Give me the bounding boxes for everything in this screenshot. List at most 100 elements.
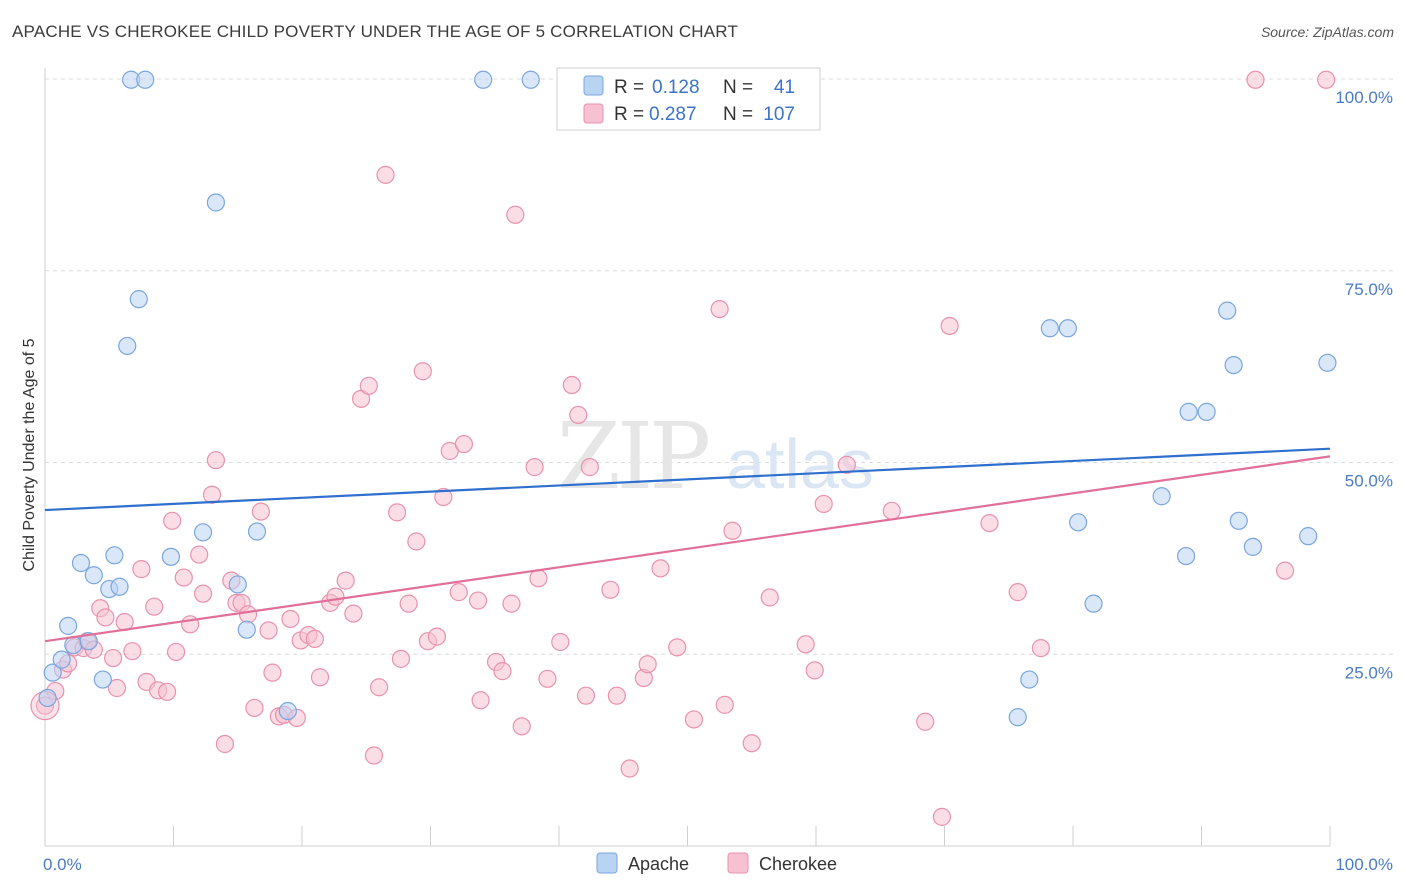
apache-point-11 — [110, 577, 129, 596]
apache-point-6 — [79, 632, 98, 651]
cherokee-point-24 — [193, 584, 213, 603]
apache-point-8 — [93, 670, 112, 689]
cherokee-point-90 — [742, 734, 761, 753]
cherokee-point-68 — [502, 594, 521, 613]
apache-point-38 — [1243, 537, 1263, 556]
apache-point-15 — [136, 70, 155, 89]
cherokee-point-50 — [364, 746, 384, 765]
apache-point-39 — [1299, 527, 1318, 546]
bottom-legend-cherokee: Cherokee — [759, 854, 837, 874]
cherokee-point-18 — [157, 682, 177, 701]
cherokee-point-25 — [202, 485, 222, 504]
tick-labels: 25.0% 50.0% 75.0% 100.0% 0.0% 100.0% — [43, 88, 1393, 874]
legend-n-value-apache: 41 — [774, 77, 795, 98]
cherokee-point-79 — [601, 580, 620, 599]
apache-point-14 — [129, 290, 148, 309]
apache-point-3 — [59, 616, 78, 635]
cherokee-point-94 — [805, 661, 824, 680]
cherokee-point-62 — [449, 583, 468, 602]
apache-point-5 — [71, 553, 91, 573]
cherokee-point-93 — [796, 635, 815, 654]
cherokee-point-78 — [580, 458, 599, 477]
legend-r-value-cherokee: 0.287 — [649, 104, 697, 125]
cherokee-point-23 — [190, 545, 209, 564]
cherokee-point-105 — [1275, 561, 1295, 580]
apache-point-27 — [1040, 319, 1059, 338]
cherokee-point-72 — [529, 569, 548, 588]
cherokee-point-64 — [468, 591, 488, 610]
y-tick-label-0: 25.0% — [1345, 663, 1393, 682]
cherokee-point-55 — [399, 594, 418, 613]
cherokee-point-81 — [620, 759, 639, 778]
cherokee-point-80 — [607, 686, 626, 705]
apache-point-30 — [1084, 594, 1103, 613]
cherokee-point-104 — [1246, 70, 1265, 89]
cherokee-point-77 — [576, 686, 596, 705]
cherokee-point-87 — [710, 300, 729, 319]
axes — [44, 68, 1331, 847]
bottom-swatch-cherokee — [727, 852, 749, 874]
trend-lines — [44, 447, 1331, 643]
apache-point-23 — [474, 70, 493, 89]
cherokee-point-20 — [166, 642, 186, 662]
cherokee-point-103 — [1031, 639, 1050, 658]
cherokee-point-32 — [245, 698, 264, 718]
apache-point-0 — [38, 688, 57, 708]
apache-point-20 — [237, 620, 256, 639]
cherokee-point-69 — [506, 205, 525, 224]
cherokee-trend-line — [44, 455, 1331, 643]
cherokee-point-102 — [1008, 583, 1027, 602]
legend-swatch-cherokee — [583, 103, 604, 124]
cherokee-point-21 — [174, 568, 193, 587]
cherokee-point-84 — [651, 559, 670, 578]
cherokee-point-54 — [391, 649, 411, 668]
cherokee-point-63 — [454, 434, 474, 454]
cherokee-point-65 — [471, 691, 490, 710]
cherokee-point-59 — [427, 627, 447, 646]
cherokee-point-42 — [305, 629, 324, 649]
cherokee-point-49 — [359, 376, 378, 395]
apache-point-28 — [1058, 319, 1077, 338]
chart-title: APACHE VS CHEROKEE CHILD POVERTY UNDER T… — [12, 22, 739, 41]
cherokee-point-67 — [493, 662, 512, 681]
y-tick-label-3: 100.0% — [1335, 88, 1393, 107]
cherokee-point-13 — [123, 642, 142, 661]
cherokee-point-88 — [715, 695, 734, 714]
cherokee-point-16 — [145, 597, 164, 616]
legend-n-label-cherokee: N = — [723, 104, 753, 125]
cherokee-point-100 — [932, 807, 952, 826]
grid-lines — [45, 78, 1395, 655]
apache-point-40 — [1318, 353, 1337, 372]
apache-point-26 — [1020, 670, 1039, 689]
legend-r-value-apache: 0.128 — [652, 77, 700, 98]
legend-r-label-cherokee: R = — [614, 104, 644, 125]
cherokee-point-34 — [259, 621, 278, 640]
cherokee-point-11 — [107, 678, 127, 698]
cherokee-point-96 — [837, 455, 856, 474]
x-tick-label-0: 0.0% — [43, 855, 82, 874]
cherokee-point-57 — [413, 362, 432, 381]
cherokee-point-83 — [638, 655, 657, 674]
cherokee-point-51 — [370, 678, 389, 697]
cherokee-point-76 — [569, 405, 588, 425]
legend-n-value-cherokee: 107 — [763, 104, 795, 125]
cherokee-point-101 — [980, 513, 999, 533]
cherokee-point-35 — [263, 663, 282, 682]
apache-point-18 — [206, 193, 226, 212]
apache-point-36 — [1224, 355, 1243, 375]
apache-point-22 — [278, 701, 297, 721]
stats-legend: R = 0.128 N = 41 R = 0.287 N = 107 — [556, 67, 821, 131]
cherokee-point-33 — [251, 502, 270, 521]
cherokee-point-14 — [132, 560, 151, 579]
cherokee-point-46 — [336, 571, 355, 590]
cherokee-point-91 — [760, 588, 779, 607]
cherokee-point-10 — [104, 648, 123, 668]
cherokee-point-31 — [238, 605, 258, 624]
cherokee-point-26 — [206, 451, 226, 470]
legend-n-label-apache: N = — [723, 77, 753, 98]
cherokee-point-89 — [723, 521, 742, 540]
series-legend: Apache Cherokee — [596, 852, 837, 874]
apache-point-37 — [1229, 511, 1248, 530]
y-tick-label-2: 75.0% — [1345, 280, 1393, 299]
